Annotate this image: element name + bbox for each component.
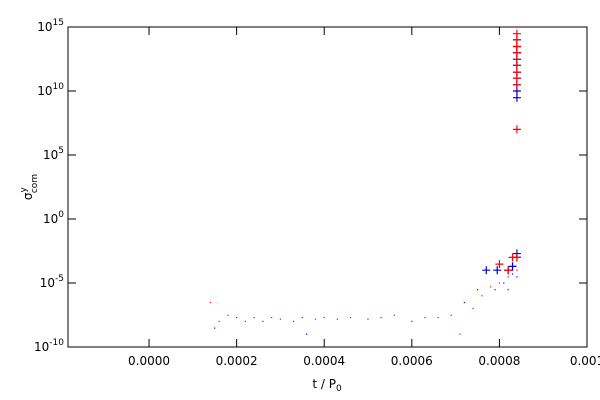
- y-tick-base: 10: [37, 20, 52, 34]
- y-axis-label: σycom: [19, 174, 40, 200]
- dot-marker: [253, 316, 255, 319]
- dot-marker: [472, 308, 474, 310]
- dot-marker: [516, 269, 518, 271]
- dot-marker: [271, 316, 273, 319]
- x-label-sub: 0: [336, 384, 342, 394]
- dot-marker: [314, 318, 317, 320]
- dot-marker: [459, 333, 461, 335]
- plus-marker: [508, 262, 517, 271]
- dot-marker: [511, 273, 514, 275]
- y-tick-base: 10: [34, 340, 49, 354]
- plus-marker: [512, 55, 521, 64]
- plus-marker: [512, 93, 521, 102]
- y-tick-label: 1015: [37, 18, 64, 34]
- y-tick-exponent: 5: [58, 146, 64, 156]
- dot-marker: [323, 316, 325, 319]
- dot-marker: [227, 314, 229, 316]
- dot-marker: [463, 301, 465, 304]
- dot-marker: [498, 282, 501, 284]
- dot-marker: [301, 316, 303, 319]
- plus-marker: [504, 266, 513, 275]
- dot-marker: [218, 320, 220, 322]
- dot-marker: [476, 289, 479, 291]
- plus-marker: [512, 80, 521, 89]
- plus-marker: [512, 68, 521, 77]
- y-tick-exponent: -5: [55, 274, 64, 284]
- dot-marker: [494, 289, 496, 291]
- y-tick-label: 10-5: [40, 274, 64, 290]
- y-tick-label: 10-10: [34, 338, 64, 354]
- dot-marker: [262, 320, 264, 322]
- y-label-main: σ: [21, 192, 35, 200]
- y-tick-exponent: 15: [53, 18, 64, 28]
- dot-marker: [214, 327, 216, 329]
- y-label-sub: com: [30, 174, 40, 193]
- dot-marker: [424, 316, 426, 319]
- dot-marker: [507, 276, 509, 278]
- plus-marker: [512, 253, 521, 262]
- y-tick-base: 10: [43, 148, 58, 162]
- x-tick-label: 0.0008: [478, 354, 520, 368]
- dot-marker: [516, 276, 518, 278]
- x-tick-label: 0.0004: [303, 354, 345, 368]
- plus-marker: [493, 266, 502, 275]
- y-tick-exponent: 0: [58, 210, 64, 220]
- dot-marker: [349, 316, 352, 319]
- y-tick-base: 10: [40, 276, 55, 290]
- x-tick-label: 0.0006: [391, 354, 433, 368]
- dot-marker: [411, 320, 413, 322]
- plus-marker: [482, 266, 491, 275]
- x-tick-label: 0.0002: [216, 354, 258, 368]
- x-axis-label: t / P0: [312, 377, 342, 394]
- dot-marker: [244, 320, 246, 322]
- y-tick-exponent: 10: [53, 82, 65, 92]
- x-tick-label: 0.001: [570, 354, 600, 368]
- plot-frame: [67, 26, 588, 348]
- dot-marker: [292, 320, 295, 322]
- y-tick-label: 1010: [37, 82, 64, 98]
- plus-marker: [512, 29, 521, 38]
- y-tick-base: 10: [43, 212, 58, 226]
- dot-marker: [380, 316, 382, 319]
- x-tick-label: 0.0000: [128, 354, 170, 368]
- dot-marker: [336, 318, 338, 320]
- dot-marker: [503, 282, 505, 284]
- dot-marker: [507, 289, 509, 291]
- dot-marker: [209, 301, 211, 304]
- y-tick-base: 10: [37, 84, 52, 98]
- dot-marker: [393, 314, 395, 316]
- y-tick-label: 100: [43, 210, 64, 226]
- dot-marker: [236, 316, 238, 319]
- x-label-main: t / P: [312, 377, 336, 391]
- y-label-sup: y: [19, 186, 29, 192]
- dot-marker: [367, 318, 369, 320]
- dot-marker: [279, 318, 282, 320]
- dot-marker: [490, 286, 492, 288]
- y-tick-exponent: -10: [49, 338, 64, 348]
- plus-marker: [512, 125, 521, 134]
- plus-marker: [495, 260, 504, 269]
- y-tick-label: 105: [43, 146, 64, 162]
- plus-marker: [512, 42, 521, 51]
- dot-marker: [437, 316, 439, 319]
- dot-marker: [450, 314, 452, 316]
- dot-marker: [306, 333, 308, 335]
- dot-marker: [481, 295, 483, 297]
